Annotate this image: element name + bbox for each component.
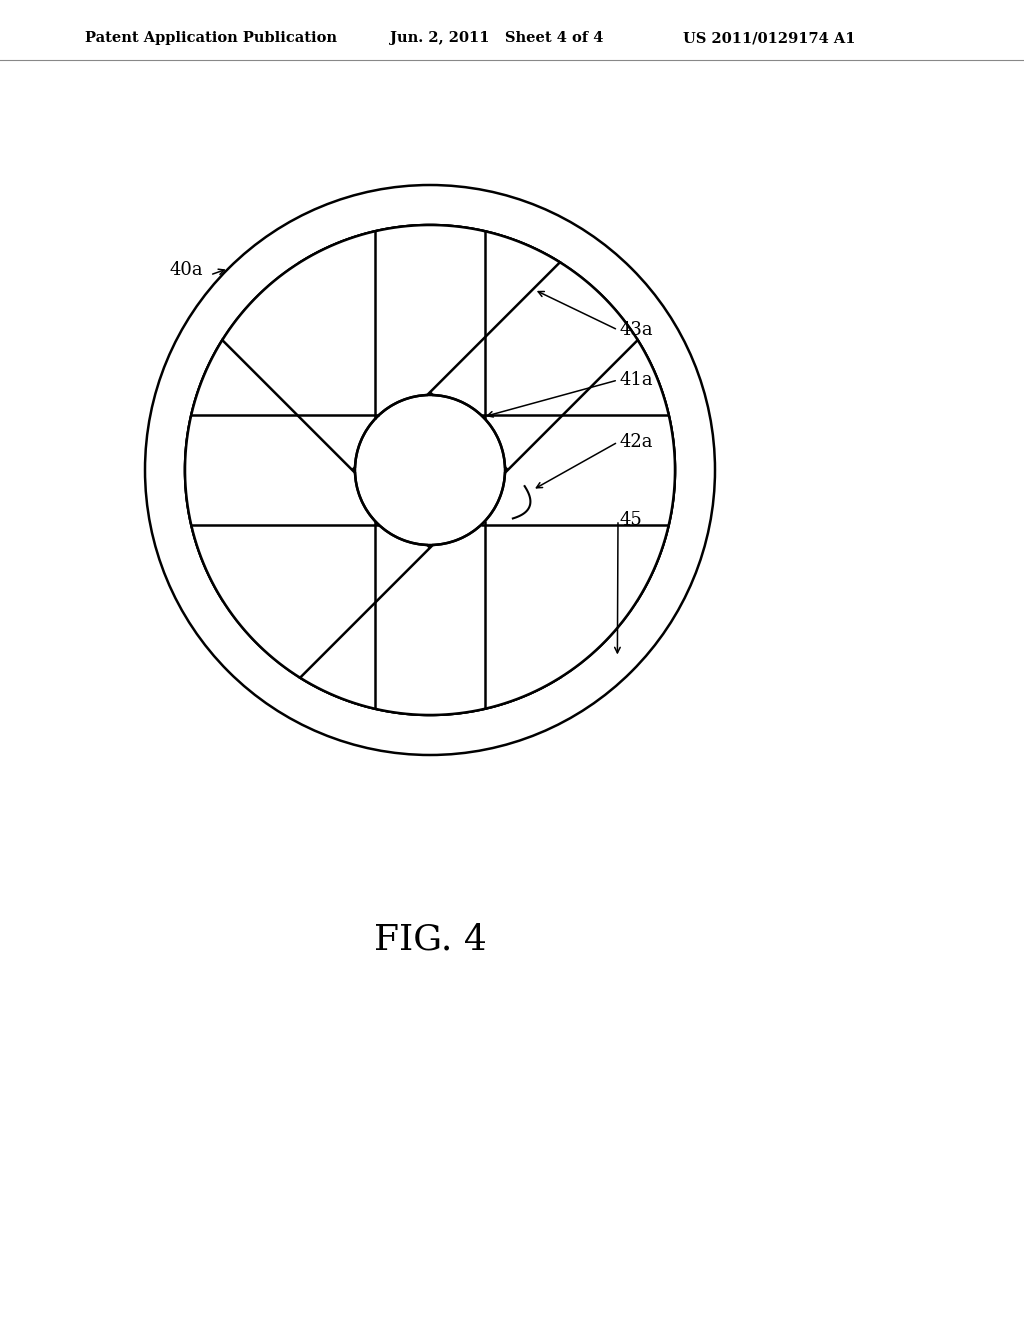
Text: FIG. 4: FIG. 4 xyxy=(374,923,486,957)
Text: 45: 45 xyxy=(620,511,643,529)
Text: 41a: 41a xyxy=(620,371,653,389)
Text: Patent Application Publication: Patent Application Publication xyxy=(85,30,337,45)
Polygon shape xyxy=(185,224,560,599)
Polygon shape xyxy=(185,341,560,715)
Text: 42a: 42a xyxy=(620,433,653,451)
Text: 40a: 40a xyxy=(170,261,204,279)
Polygon shape xyxy=(300,341,675,715)
Text: 43a: 43a xyxy=(620,321,653,339)
Text: Jun. 2, 2011   Sheet 4 of 4: Jun. 2, 2011 Sheet 4 of 4 xyxy=(390,30,603,45)
Polygon shape xyxy=(300,224,675,599)
Text: US 2011/0129174 A1: US 2011/0129174 A1 xyxy=(683,30,855,45)
